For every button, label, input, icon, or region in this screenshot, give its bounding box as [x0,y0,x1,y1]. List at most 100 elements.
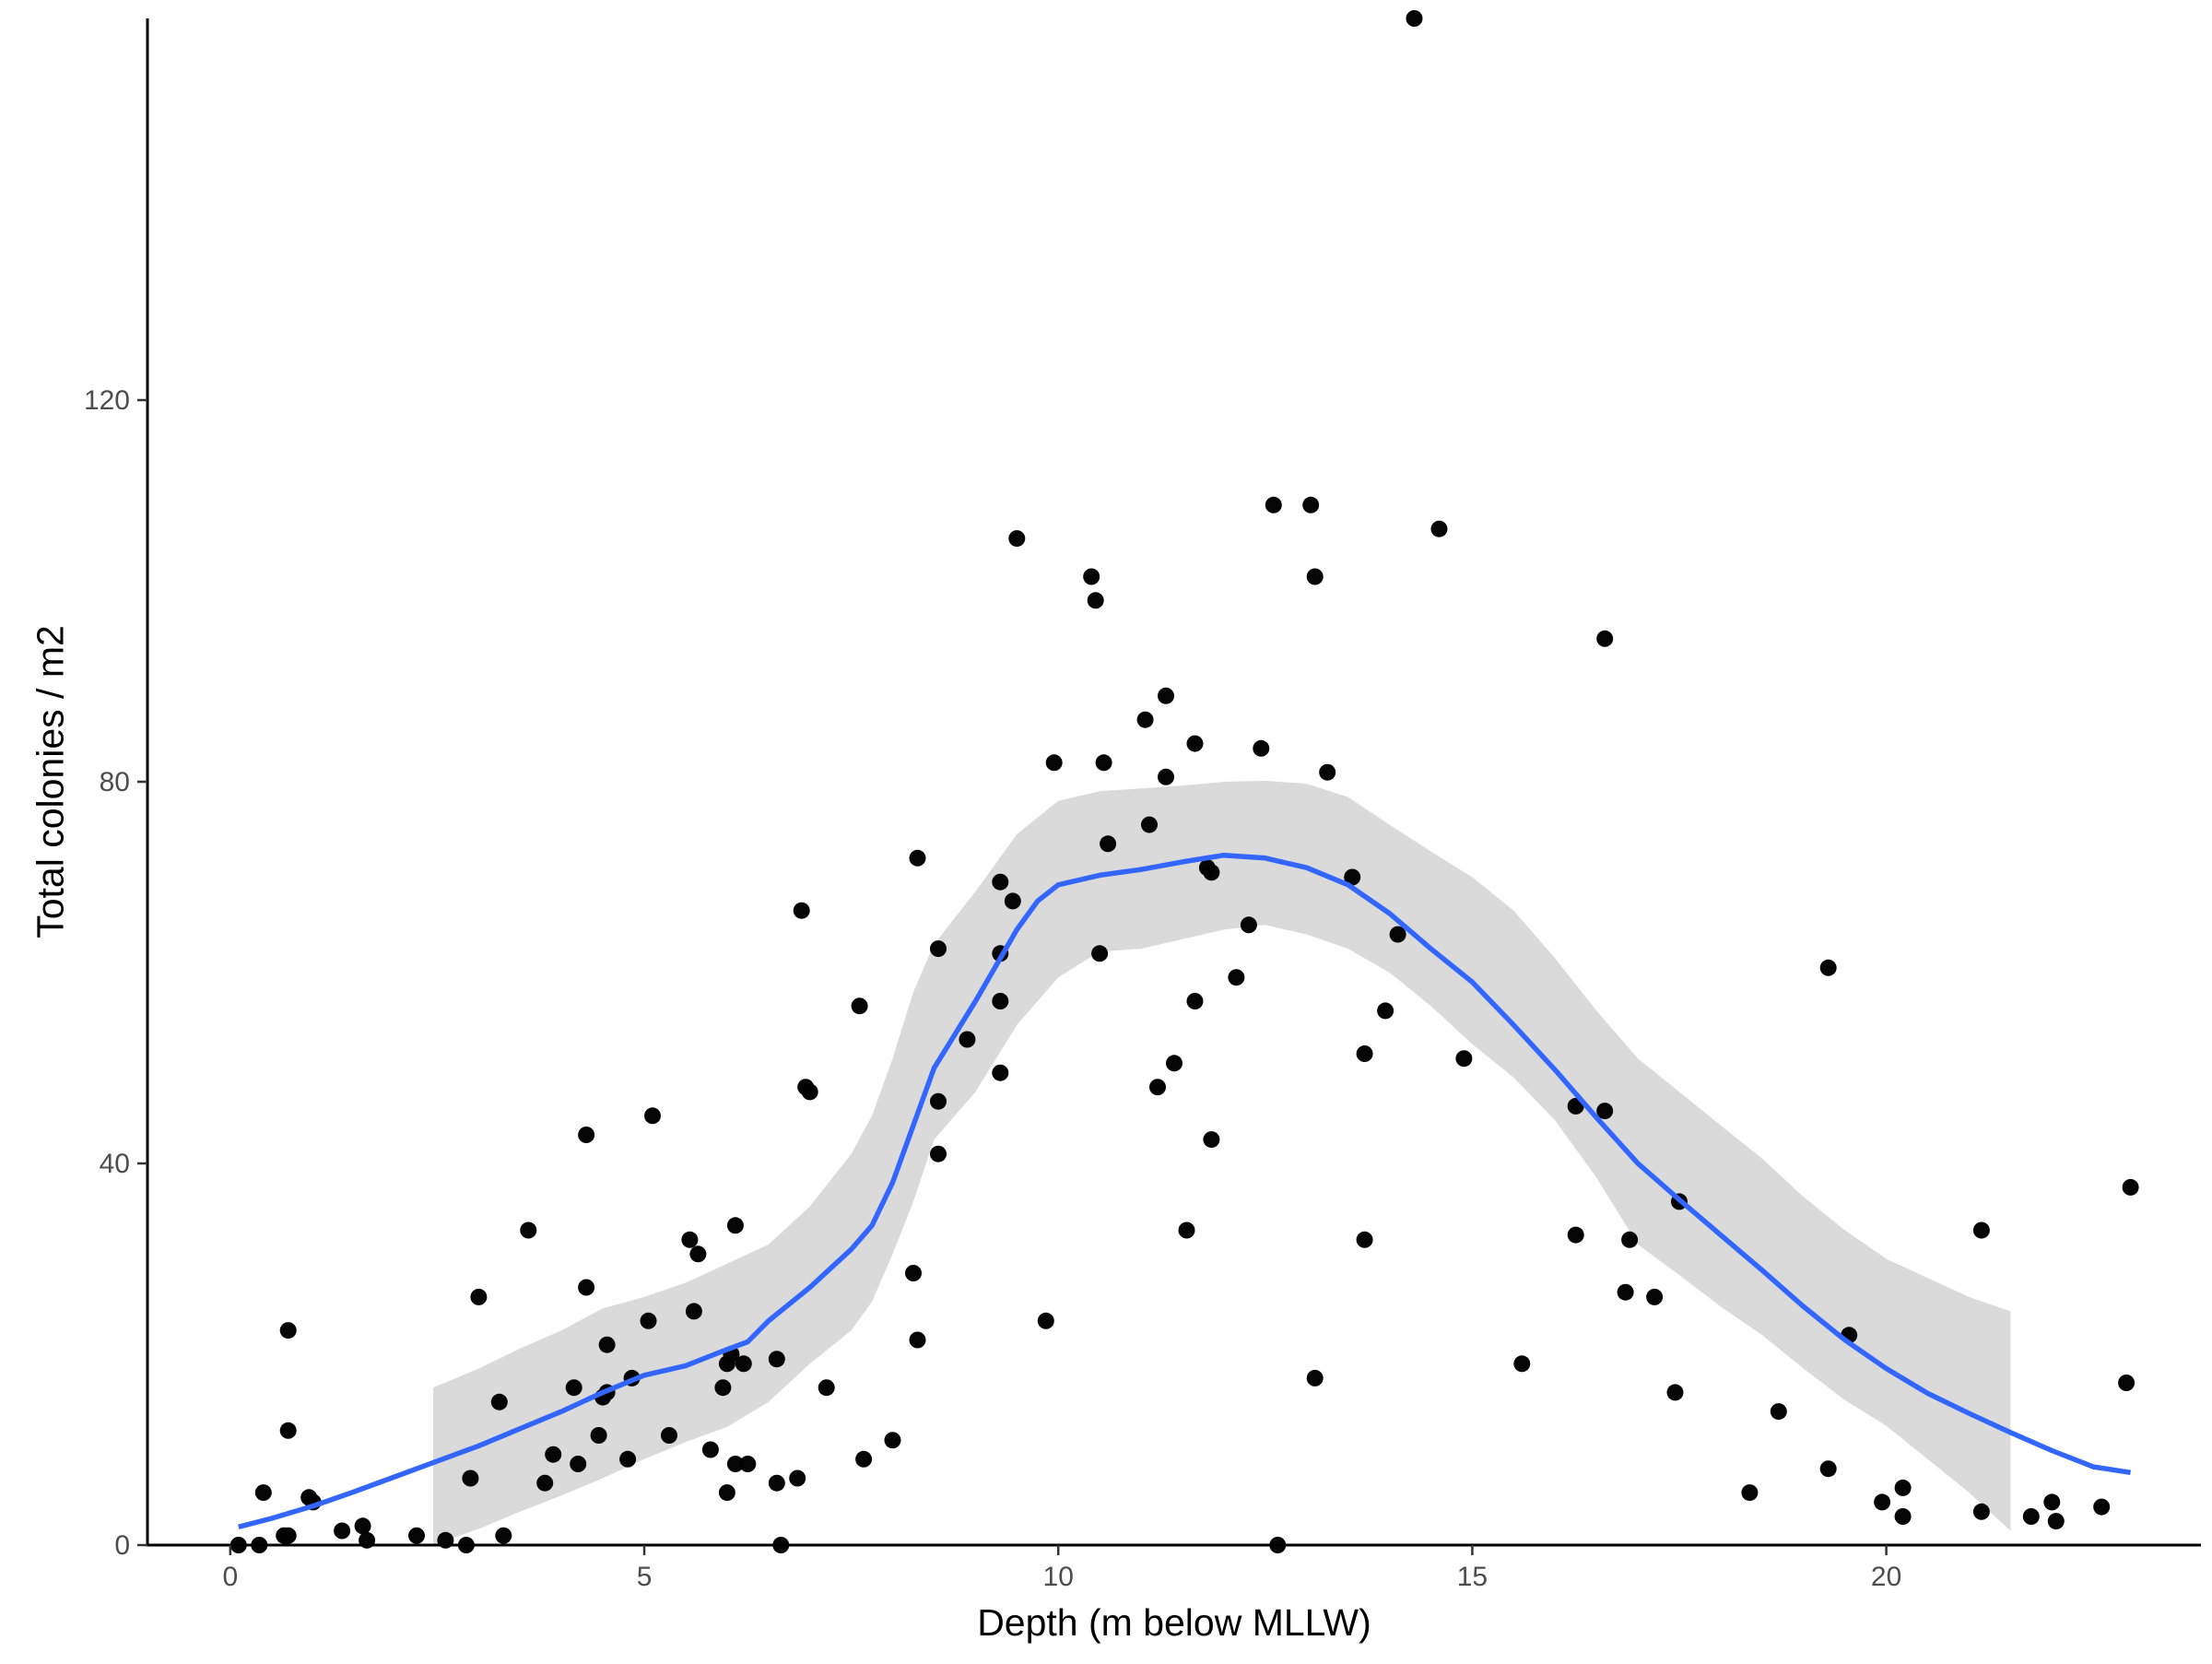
data-point [1228,969,1245,986]
data-point [1819,1460,1837,1478]
data-point [470,1288,488,1305]
data-point [1004,892,1021,910]
y-tick-label: 80 [100,767,130,797]
data-point [1617,1283,1634,1301]
data-point [2118,1375,2136,1391]
data-point [545,1446,562,1463]
data-point [801,1083,818,1101]
x-tick-label: 0 [222,1562,238,1592]
data-point [1972,1221,1990,1239]
data-point [992,1064,1009,1081]
data-point [279,1322,297,1339]
data-point [1430,520,1448,537]
data-point [598,1336,616,1353]
data-point [1741,1484,1759,1502]
data-point [520,1221,537,1239]
data-point [1377,1002,1394,1020]
data-point [714,1379,732,1397]
data-point [578,1127,595,1143]
y-tick-label: 40 [100,1149,130,1179]
data-point [495,1527,512,1544]
data-point [640,1312,657,1329]
data-point [1894,1508,1912,1525]
data-point [855,1450,873,1468]
data-point [590,1427,607,1444]
data-point [1646,1288,1664,1305]
data-point [619,1450,637,1468]
data-point [661,1427,677,1444]
data-point [1253,739,1270,757]
data-point [959,1031,976,1048]
data-point [726,1456,744,1472]
x-tick-label: 20 [1871,1562,1901,1592]
data-point [1621,1231,1639,1248]
data-point [884,1432,901,1449]
data-points-layer [229,10,2139,1553]
data-point [565,1379,582,1397]
data-point [1141,816,1158,833]
data-point [354,1517,371,1535]
data-point [536,1474,554,1492]
data-point [1203,1131,1220,1149]
data-point [992,873,1009,891]
data-point [1158,768,1174,785]
data-point [718,1484,735,1502]
data-point [739,1456,757,1472]
data-point [1136,711,1154,728]
data-point [2122,1178,2139,1196]
data-point [1008,530,1026,548]
data-point [1972,1503,1990,1520]
data-point [701,1441,719,1458]
data-point [1178,1221,1195,1239]
x-tick-label: 15 [1457,1562,1488,1592]
data-point [735,1355,752,1373]
data-point [1095,754,1112,772]
confidence-band-layer [432,781,2011,1545]
data-point [689,1245,707,1263]
data-point [1306,1369,1324,1387]
data-point [818,1379,835,1397]
data-point [1389,926,1406,943]
data-point [1265,496,1282,513]
data-point [2047,1513,2065,1530]
data-point [905,1265,922,1281]
data-point [1087,592,1104,609]
data-point [930,1092,947,1110]
data-point [681,1231,699,1248]
data-point [279,1422,297,1439]
y-axis-ticks: 0 40 80 120 [84,385,147,1561]
smooth-line-layer [238,852,2132,1529]
data-point [1596,1103,1614,1120]
data-point [1666,1384,1684,1401]
data-point [1344,868,1361,886]
data-point [2022,1508,2040,1525]
data-point [1158,687,1174,704]
data-point [570,1456,587,1472]
data-point [1302,496,1320,513]
data-point [685,1303,702,1320]
data-point [1091,945,1109,962]
data-point [768,1474,785,1492]
data-point [909,1331,926,1349]
data-point [726,1217,744,1234]
smooth-line [238,852,2132,1529]
data-point [1240,916,1257,934]
data-point [1819,959,1837,976]
data-point [789,1469,806,1487]
data-point [1356,1045,1373,1062]
data-point [1045,754,1063,772]
data-point [1356,1231,1373,1248]
data-point [254,1484,272,1502]
y-axis-title: Total colonies / m2 [29,625,71,938]
x-tick-label: 5 [637,1562,653,1592]
data-point [1894,1479,1912,1496]
data-point [1186,735,1204,752]
data-point [1186,993,1204,1009]
data-point [490,1393,508,1410]
x-axis-ticks: 0 5 10 15 20 [222,1545,1901,1592]
data-point [644,1107,661,1125]
data-point [578,1279,595,1296]
data-point [408,1527,425,1544]
data-point [334,1522,351,1540]
